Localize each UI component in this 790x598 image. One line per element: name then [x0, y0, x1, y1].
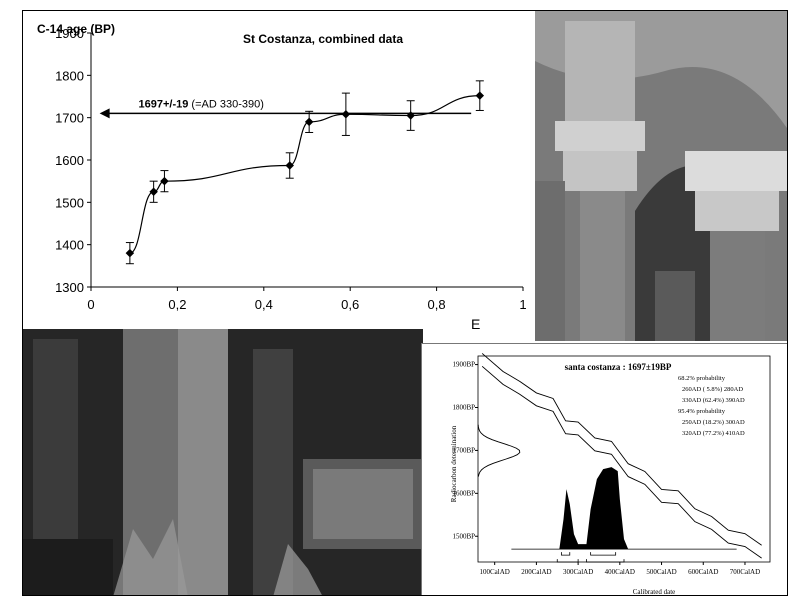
calib-y-tick-label: 1600BP [452, 489, 475, 497]
calib-x-tick-label: 100CalAD [480, 568, 510, 576]
range-bracket [586, 559, 625, 563]
y-tick-label: 1600 [55, 153, 84, 168]
radiocarbon-distribution [477, 424, 521, 477]
y-axis-title: C-14 age (BP) [37, 22, 115, 36]
calib-x-tick-label: 700CalAD [730, 568, 760, 576]
calib-y-tick-label: 1900BP [452, 361, 475, 369]
y-tick-label: 1900 [55, 26, 84, 41]
calib-title: santa costanza : 1697±19BP [565, 362, 672, 372]
y-tick-label: 1400 [55, 238, 84, 253]
chart-title: St Costanza, combined data [243, 32, 403, 46]
y-tick-label: 1300 [55, 280, 84, 295]
calib-x-label: Calibrated date [633, 588, 676, 596]
figure-frame: C-14 age (BP) St Costanza, combined data… [22, 10, 788, 596]
annotation-range: (=AD 330-390) [188, 98, 264, 110]
y-tick-label: 1700 [55, 111, 84, 126]
arcade-photo-drawing [535, 11, 787, 341]
calibration-chart-svg: santa costanza : 1697±19BP Radiocarbon d… [450, 353, 771, 596]
data-point [285, 161, 294, 170]
calibrated-distribution [559, 467, 629, 550]
calib-x-tick-label: 200CalAD [521, 568, 551, 576]
x-tick-label: 0,8 [428, 297, 446, 312]
probability-line: 95.4% probability [678, 408, 726, 415]
arcade-photo [535, 11, 787, 341]
data-point [475, 91, 485, 100]
panel-letter: E [471, 316, 480, 329]
x-tick-label: 0 [87, 297, 94, 312]
c14-age-chart: C-14 age (BP) St Costanza, combined data… [23, 11, 535, 332]
calib-y-tick-label: 1500BP [452, 532, 475, 540]
data-point [125, 248, 135, 258]
calibration-chart: santa costanza : 1697±19BP Radiocarbon d… [421, 343, 787, 596]
calibration-curve-upper [481, 353, 762, 546]
range-bracket [561, 552, 571, 556]
annotation-label: 1697+/-19 (=AD 330-390) [139, 98, 264, 110]
series-line [129, 95, 480, 254]
interior-photo [23, 329, 423, 595]
range-bracket [556, 559, 579, 563]
x-tick-label: 0,4 [255, 297, 273, 312]
calib-y-tick-label: 1800BP [452, 404, 475, 412]
range-bracket [590, 552, 617, 556]
reference-arrow-head [99, 108, 110, 119]
data-point [149, 187, 158, 196]
calib-y-label: Radiocarbon determination [450, 425, 458, 502]
calib-x-tick-label: 400CalAD [605, 568, 635, 576]
c14-age-chart-svg: C-14 age (BP) St Costanza, combined data… [37, 22, 527, 332]
data-point [160, 176, 169, 186]
data-point [406, 111, 415, 120]
x-tick-label: 1 [519, 297, 526, 312]
probability-line: 260AD ( 5.8%) 280AD [682, 386, 743, 393]
calib-x-tick-label: 600CalAD [688, 568, 718, 576]
calib-x-tick-label: 500CalAD [646, 568, 676, 576]
y-tick-label: 1500 [55, 195, 84, 210]
probability-line: 330AD (62.4%) 390AD [682, 397, 745, 404]
x-tick-label: 0,6 [341, 297, 359, 312]
x-tick-label: 0,2 [168, 297, 186, 312]
data-point [341, 110, 351, 119]
probability-line: 250AD (18.2%) 300AD [682, 419, 745, 426]
calib-y-tick-label: 1700BP [452, 446, 475, 454]
interior-photo-drawing [23, 329, 423, 595]
calibration-curve-lower [481, 365, 762, 559]
annotation-value: 1697+/-19 [139, 98, 189, 110]
data-point [304, 117, 314, 127]
probability-line: 320AD (77.2%) 410AD [682, 430, 745, 437]
probability-line: 68.2% probability [678, 375, 726, 382]
y-tick-label: 1800 [55, 68, 84, 83]
calib-x-tick-label: 300CalAD [563, 568, 593, 576]
